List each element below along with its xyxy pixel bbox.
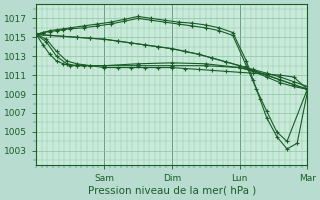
X-axis label: Pression niveau de la mer( hPa ): Pression niveau de la mer( hPa ) bbox=[88, 186, 256, 196]
